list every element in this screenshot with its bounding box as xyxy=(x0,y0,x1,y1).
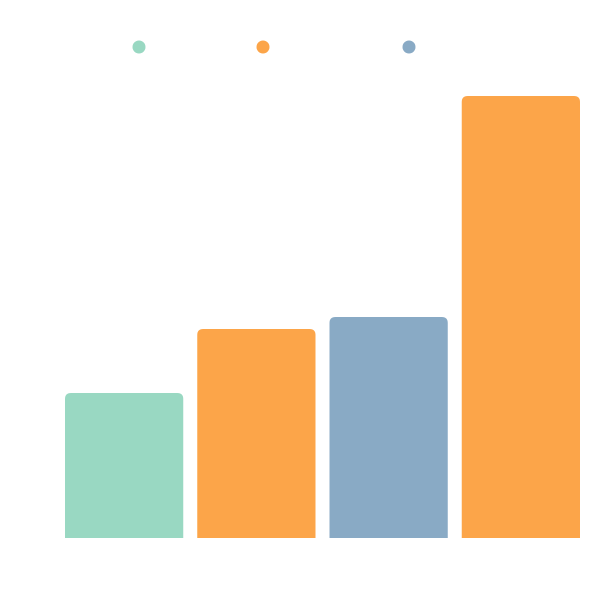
bar-b[interactable] xyxy=(197,329,316,538)
legend-marker-1[interactable] xyxy=(132,40,146,54)
legend-marker-2[interactable] xyxy=(256,40,270,54)
bar-c[interactable] xyxy=(329,317,448,538)
legend-marker-3[interactable] xyxy=(402,40,416,54)
bar-d[interactable] xyxy=(461,96,580,538)
bar-a[interactable] xyxy=(65,393,184,538)
bars xyxy=(65,96,580,538)
legend xyxy=(132,40,416,54)
